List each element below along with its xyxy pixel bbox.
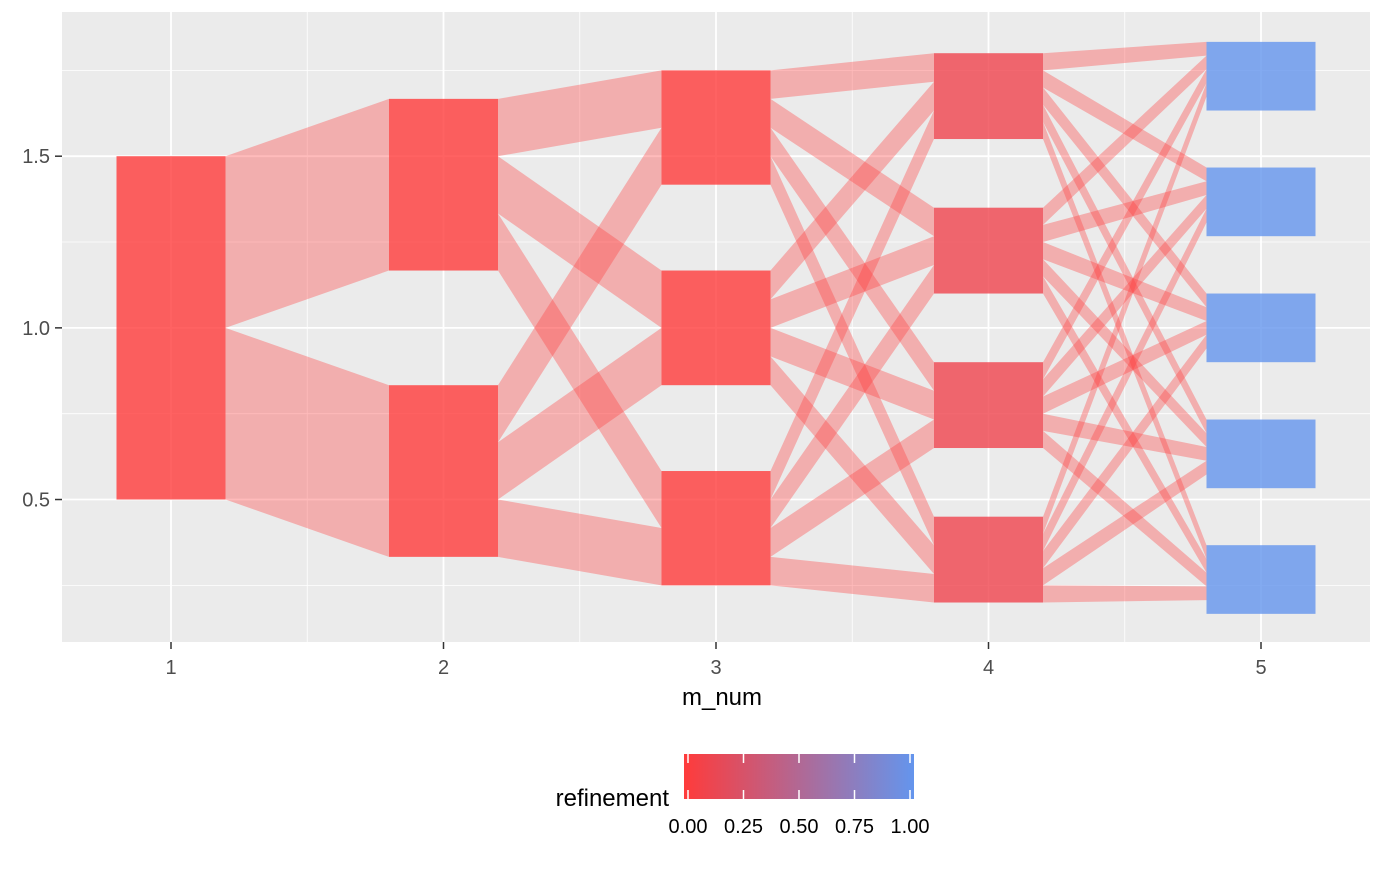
flow-band xyxy=(1043,430,1207,587)
legend-title: refinement xyxy=(556,785,670,812)
flow-band xyxy=(770,156,934,546)
flow-band xyxy=(770,556,934,603)
flow-band xyxy=(498,327,662,500)
flow-band xyxy=(1043,276,1207,573)
node-box xyxy=(389,385,498,557)
flow-band xyxy=(770,327,934,420)
flow-band xyxy=(1043,41,1207,71)
y-tick-label: 1.5 xyxy=(22,146,50,168)
flow-band xyxy=(225,98,389,328)
flow-band xyxy=(770,98,934,237)
flow-band xyxy=(1043,460,1207,586)
flow-band xyxy=(770,127,934,391)
flow-band xyxy=(1043,121,1207,559)
node-box xyxy=(1206,41,1316,111)
node-box xyxy=(389,98,498,271)
x-tick-label: 4 xyxy=(983,657,994,679)
flow-band xyxy=(498,499,662,586)
legend-tick-label: 0.00 xyxy=(669,816,708,838)
flow-band xyxy=(770,81,934,300)
node-boxes xyxy=(116,41,1316,614)
node-box xyxy=(116,156,226,500)
flow-band xyxy=(1043,242,1207,321)
node-box xyxy=(1206,167,1316,237)
flow-band xyxy=(770,356,934,574)
flow-band xyxy=(1043,334,1207,569)
flow-band xyxy=(1043,181,1207,242)
node-box xyxy=(934,207,1043,294)
node-box xyxy=(1206,293,1316,363)
legend-ticks: 0.00 0.25 0.50 0.75 1.00 xyxy=(669,754,930,838)
color-legend: refinement 0.00 0.25 0.50 0.75 1.00 xyxy=(556,754,930,838)
flow-band xyxy=(1043,208,1207,551)
flow-band xyxy=(1043,321,1207,414)
flow-band xyxy=(498,156,662,328)
flow-band xyxy=(770,53,934,99)
flow-band xyxy=(1043,55,1207,225)
y-tick-label: 1.0 xyxy=(22,318,50,340)
node-box xyxy=(1206,545,1316,614)
flow-band xyxy=(1043,69,1207,380)
legend-tick-label: 0.75 xyxy=(835,816,874,838)
legend-tick-label: 0.50 xyxy=(780,816,819,838)
flow-band xyxy=(1043,104,1207,434)
y-tick-label: 0.5 xyxy=(22,490,50,512)
node-box xyxy=(934,516,1043,603)
node-box xyxy=(934,53,1043,140)
node-box xyxy=(661,70,771,185)
flow-band xyxy=(1043,259,1207,447)
legend-tick-label: 0.25 xyxy=(724,816,763,838)
flow-band xyxy=(498,213,662,528)
x-axis-title: m_num xyxy=(682,684,762,711)
legend-tick-label: 1.00 xyxy=(891,816,930,838)
flow-band xyxy=(1043,83,1207,534)
node-box xyxy=(934,362,1043,449)
x-tick-label: 5 xyxy=(1255,657,1266,679)
flow-band xyxy=(498,127,662,443)
node-box xyxy=(661,270,771,386)
x-tick-label: 1 xyxy=(165,657,176,679)
node-box xyxy=(1206,419,1316,489)
flow-band xyxy=(225,327,389,557)
flow-band xyxy=(770,110,934,500)
x-tick-label: 3 xyxy=(710,657,721,679)
flow-band xyxy=(1043,70,1207,182)
flow-band xyxy=(1043,87,1207,308)
flow-band xyxy=(770,236,934,328)
flow-bands xyxy=(225,41,1207,603)
flow-band xyxy=(1043,413,1207,461)
flow-band xyxy=(498,70,662,157)
flow-band xyxy=(1043,195,1207,397)
node-box xyxy=(661,471,771,586)
flow-band xyxy=(770,419,934,557)
x-tick-label: 2 xyxy=(438,657,449,679)
flow-band xyxy=(1043,585,1207,603)
flow-band xyxy=(770,265,934,528)
axes: 1 2 3 4 5 0.5 1.0 1.5 xyxy=(22,146,1266,679)
